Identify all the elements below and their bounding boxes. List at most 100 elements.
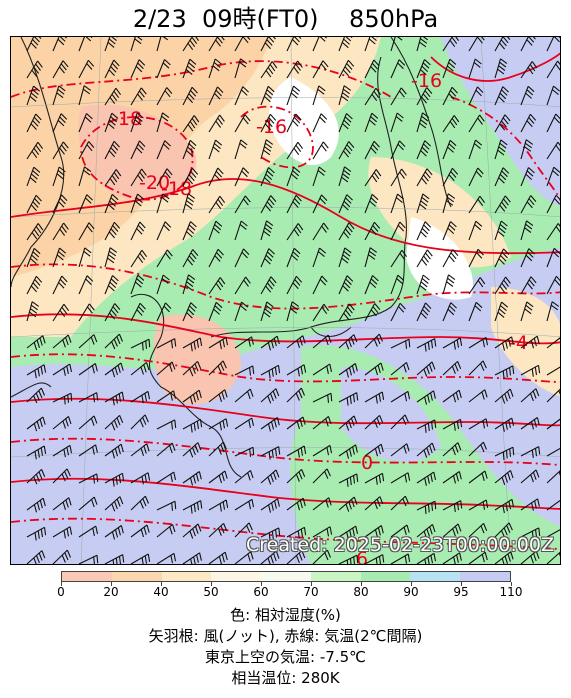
wind-barb <box>52 113 68 133</box>
wind-barb <box>286 247 301 268</box>
wind-barb <box>260 248 275 268</box>
wind-barb <box>234 388 254 403</box>
wind-barb <box>442 337 463 350</box>
wind-barb <box>130 361 150 376</box>
contour-label: -18 <box>111 108 142 130</box>
wind-barb <box>104 303 121 322</box>
wind-barb <box>208 441 228 457</box>
wind-barb <box>104 554 125 564</box>
wind-barb <box>78 363 98 376</box>
wind-barb <box>468 220 483 241</box>
wind-barb <box>104 37 118 52</box>
map-canvas: -18 -16 -16 -20 -18 -4 0 6 <box>11 37 560 564</box>
wind-barb <box>390 140 406 160</box>
wind-barb <box>26 166 41 187</box>
wind-barb <box>338 392 359 406</box>
wind-barb <box>78 59 95 79</box>
wind-barb <box>520 364 541 377</box>
wind-barb <box>286 85 301 106</box>
wind-barb <box>208 551 228 564</box>
temperature-contours <box>11 52 560 550</box>
wind-barb <box>520 139 534 160</box>
wind-barb <box>182 552 202 564</box>
wind-barb <box>390 472 411 484</box>
wind-barb <box>364 414 384 430</box>
wind-barb <box>468 441 488 457</box>
wind-barb <box>286 416 306 430</box>
wind-barb <box>442 360 462 376</box>
wind-barb <box>260 195 277 214</box>
wind-barb <box>338 222 355 241</box>
wind-barb <box>234 469 254 484</box>
wind-barb <box>338 59 355 79</box>
colorbar-segment <box>360 572 411 581</box>
wind-barb <box>468 470 488 484</box>
wind-barb <box>182 221 197 241</box>
wind-barb <box>520 85 535 106</box>
wind-barb <box>416 112 430 133</box>
wind-barb <box>78 554 99 564</box>
wind-barb <box>364 443 384 457</box>
wind-barb <box>494 551 514 564</box>
colorbar-segment <box>161 572 212 581</box>
wind-barb <box>208 336 229 350</box>
wind-barb <box>364 333 384 349</box>
wind-barb <box>468 86 484 106</box>
weather-map: -18 -16 -16 -20 -18 -4 0 6 Created: 2025… <box>10 36 561 565</box>
wind-barb <box>52 303 70 322</box>
wind-barb <box>364 554 385 564</box>
wind-barb <box>208 470 228 484</box>
wind-barb <box>104 275 119 295</box>
wind-barb <box>260 446 281 460</box>
colorbar-tick <box>511 582 512 586</box>
wind-barb <box>26 37 42 52</box>
wind-barb <box>312 392 333 403</box>
wind-barb <box>26 468 46 485</box>
wind-barb <box>338 554 359 564</box>
colorbar-tick <box>461 582 462 586</box>
wind-barb <box>156 471 177 484</box>
wind-barb <box>416 168 433 187</box>
wind-barb <box>156 390 176 403</box>
wind-barb <box>520 417 540 430</box>
wind-barb <box>364 391 385 404</box>
wind-barb <box>442 139 457 160</box>
colorbar-segment <box>111 572 162 581</box>
wind-barb <box>104 414 124 431</box>
wind-barb <box>260 220 274 241</box>
wind-barb <box>130 221 146 241</box>
wind-barb <box>442 442 462 457</box>
wind-barb <box>390 249 408 268</box>
wind-barb <box>104 391 125 406</box>
wind-barb <box>26 364 47 379</box>
wind-barb <box>78 444 98 457</box>
colorbar-tick <box>311 582 312 586</box>
colorbar-segment <box>62 572 112 581</box>
wind-barb <box>208 248 224 268</box>
wind-barb <box>286 113 302 133</box>
wind-barb <box>208 360 227 376</box>
wind-barb <box>546 113 560 133</box>
wind-barb <box>468 195 486 214</box>
wind-barb <box>26 141 44 160</box>
wind-barb <box>312 166 326 187</box>
wind-barb <box>494 469 514 485</box>
wind-barb <box>390 112 404 133</box>
wind-barb <box>104 247 118 268</box>
wind-barb <box>78 275 94 295</box>
wind-barb <box>442 389 462 403</box>
wind-barb <box>546 388 560 403</box>
wind-barb <box>52 247 67 268</box>
wind-barb <box>364 303 381 322</box>
wind-barb <box>52 37 67 52</box>
wind-barb <box>104 112 119 133</box>
wind-barb <box>104 193 119 214</box>
wind-barb <box>494 336 514 351</box>
wind-barb <box>364 247 378 268</box>
colorbar-ticks: 0 20 40 50 60 70 80 90 95 110 <box>57 585 522 601</box>
wind-barb <box>26 275 43 295</box>
wind-barb <box>130 553 151 564</box>
wind-barb <box>260 335 280 351</box>
wind-barb <box>520 37 536 52</box>
wind-barb <box>156 168 173 187</box>
